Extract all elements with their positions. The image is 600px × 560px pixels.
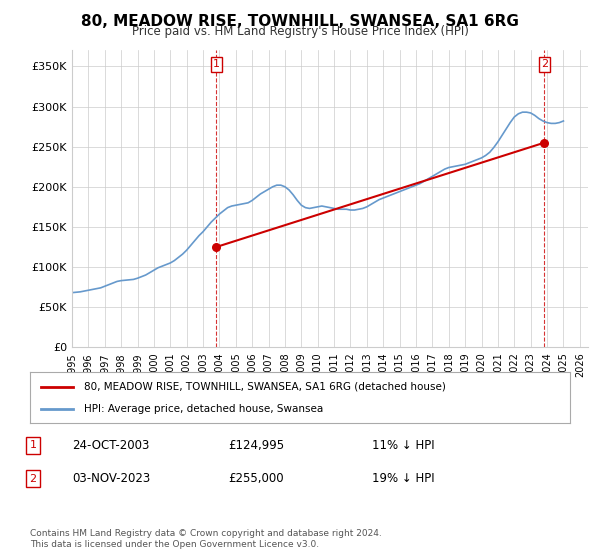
Text: 24-OCT-2003: 24-OCT-2003 (72, 438, 149, 452)
Text: 2: 2 (541, 59, 548, 69)
Point (539, 138, 549, 147)
Text: 80, MEADOW RISE, TOWNHILL, SWANSEA, SA1 6RG (detached house): 80, MEADOW RISE, TOWNHILL, SWANSEA, SA1 … (84, 381, 446, 391)
Text: £255,000: £255,000 (228, 472, 284, 486)
Text: 2: 2 (29, 474, 37, 484)
Text: 1: 1 (213, 59, 220, 69)
Text: 03-NOV-2023: 03-NOV-2023 (72, 472, 150, 486)
Text: Contains HM Land Registry data © Crown copyright and database right 2024.
This d: Contains HM Land Registry data © Crown c… (30, 529, 382, 549)
Text: 80, MEADOW RISE, TOWNHILL, SWANSEA, SA1 6RG: 80, MEADOW RISE, TOWNHILL, SWANSEA, SA1 … (81, 14, 519, 29)
Text: Price paid vs. HM Land Registry's House Price Index (HPI): Price paid vs. HM Land Registry's House … (131, 25, 469, 38)
Text: 1: 1 (29, 440, 37, 450)
Text: 11% ↓ HPI: 11% ↓ HPI (372, 438, 434, 452)
Text: £124,995: £124,995 (228, 438, 284, 452)
Point (212, 242, 221, 251)
Text: HPI: Average price, detached house, Swansea: HPI: Average price, detached house, Swan… (84, 404, 323, 414)
Text: 19% ↓ HPI: 19% ↓ HPI (372, 472, 434, 486)
